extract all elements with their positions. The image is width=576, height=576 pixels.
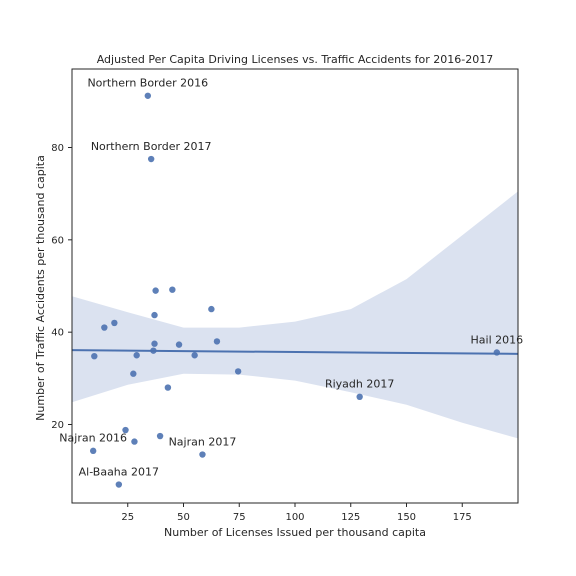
data-point <box>199 451 205 457</box>
data-point <box>130 371 136 377</box>
data-point <box>356 394 362 400</box>
x-tick-label: 75 <box>233 512 246 523</box>
data-point <box>111 320 117 326</box>
y-tick-label: 80 <box>51 143 64 154</box>
data-point <box>131 438 137 444</box>
data-point <box>116 481 122 487</box>
data-point <box>150 347 156 353</box>
x-tick-label: 100 <box>285 512 304 523</box>
y-tick-label: 20 <box>51 420 64 431</box>
data-point <box>235 368 241 374</box>
data-point <box>494 349 500 355</box>
data-point <box>151 341 157 347</box>
data-point <box>152 287 158 293</box>
chart-title: Adjusted Per Capita Driving Licenses vs.… <box>97 53 494 66</box>
data-point <box>151 312 157 318</box>
data-point <box>157 433 163 439</box>
x-tick-label: 175 <box>453 512 472 523</box>
x-axis-label: Number of Licenses Issued per thousand c… <box>164 526 426 539</box>
point-annotation: Northern Border 2017 <box>91 140 212 153</box>
data-point <box>145 93 151 99</box>
data-point <box>90 448 96 454</box>
data-point <box>169 286 175 292</box>
data-point <box>208 306 214 312</box>
data-point <box>101 324 107 330</box>
data-point <box>176 341 182 347</box>
point-annotation: Riyadh 2017 <box>325 378 394 391</box>
data-point <box>214 338 220 344</box>
point-annotation: Najran 2016 <box>59 432 127 445</box>
point-annotation: Northern Border 2016 <box>87 77 208 90</box>
data-point <box>191 352 197 358</box>
point-annotation: Hail 2016 <box>471 333 524 346</box>
point-annotation: Najran 2017 <box>169 435 237 448</box>
point-annotation: Al-Baaha 2017 <box>79 465 159 478</box>
data-point <box>133 352 139 358</box>
x-tick-label: 150 <box>397 512 416 523</box>
data-point <box>165 384 171 390</box>
x-tick-label: 25 <box>121 512 134 523</box>
y-tick-label: 60 <box>51 235 64 246</box>
y-tick-label: 40 <box>51 328 64 339</box>
x-tick-label: 125 <box>341 512 360 523</box>
x-tick-label: 50 <box>177 512 190 523</box>
y-axis-label: Number of Traffic Accidents per thousand… <box>34 155 47 421</box>
data-point <box>148 156 154 162</box>
data-point <box>91 353 97 359</box>
